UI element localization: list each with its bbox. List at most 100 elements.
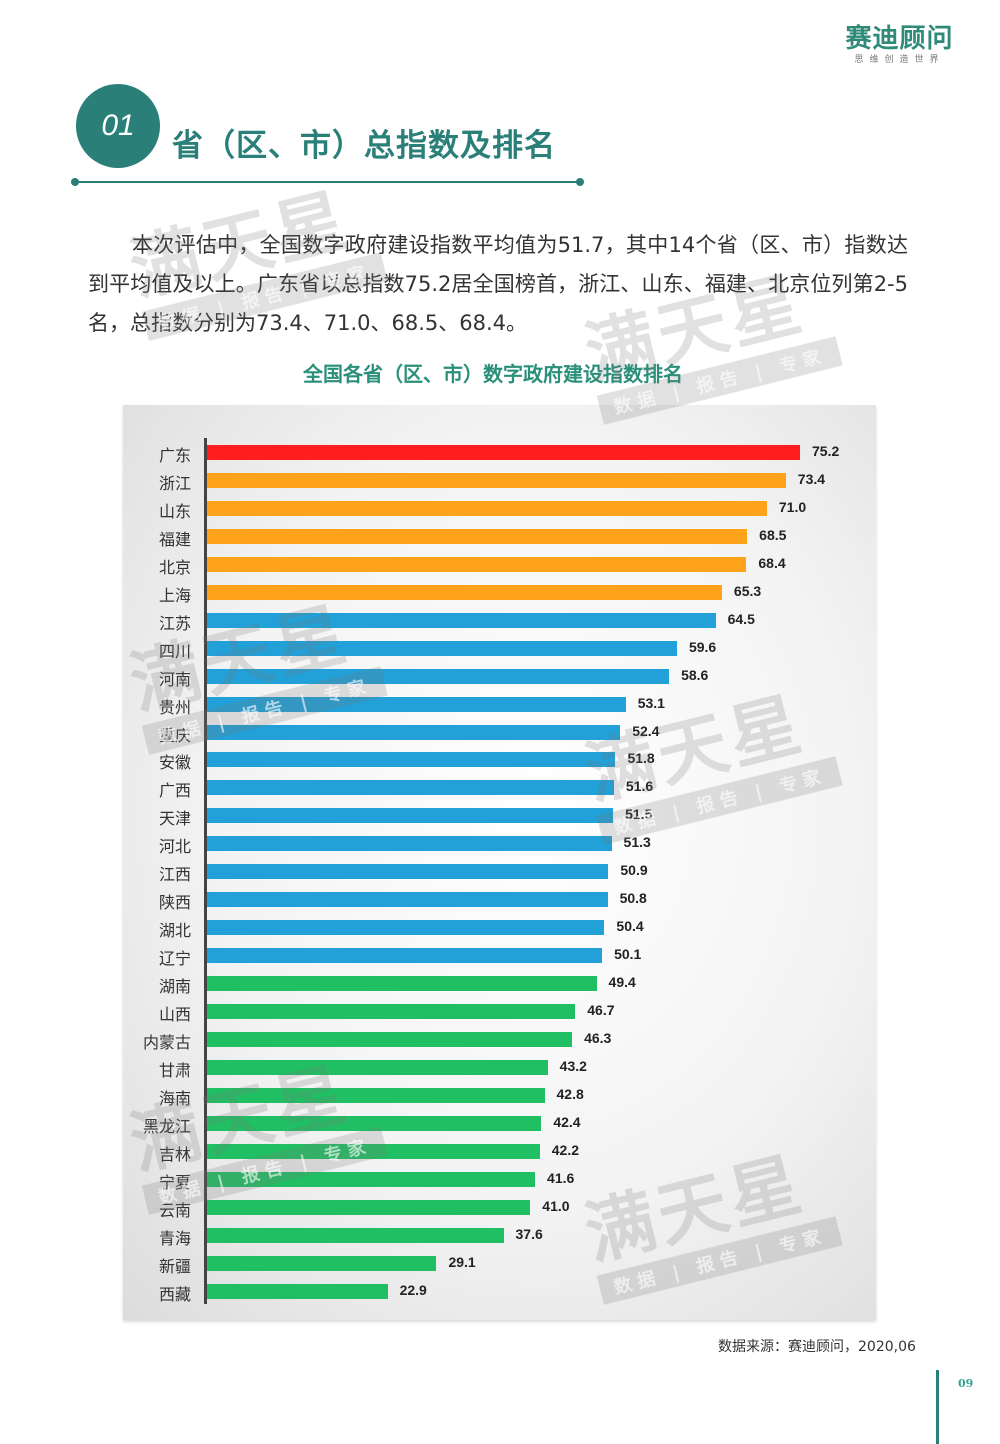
category-label: 广西 [158,781,191,801]
category-label: 黑龙江 [142,1116,191,1136]
bar [207,584,722,600]
bar [207,472,786,488]
section-divider [74,181,582,183]
category-label: 浙江 [158,473,191,493]
chart-row: 云南 41.0 [123,1193,876,1221]
bar [207,500,767,516]
category-label: 重庆 [158,725,191,745]
value-label: 64.5 [727,610,755,627]
intro-paragraph: 本次评估中，全国数字政府建设指数平均值为51.7，其中14个省（区、市）指数达到… [88,233,908,335]
page-number: 09 [958,1377,974,1390]
value-label: 22.9 [399,1281,427,1298]
chart-row: 福建 68.5 [123,522,876,550]
category-label: 广东 [158,446,191,465]
chart-row: 江苏 64.5 [123,606,876,634]
section-number-badge: 01 [76,84,160,168]
bar [207,1059,548,1075]
value-label: 73.4 [797,470,826,487]
category-label: 海南 [158,1088,191,1108]
bar [207,1171,536,1187]
bar [207,1255,437,1271]
chart-row: 新疆 29.1 [123,1249,876,1277]
value-label: 53.1 [637,694,665,711]
value-label: 50.8 [619,890,647,907]
value-label: 42.4 [553,1113,581,1130]
value-label: 51.8 [627,750,655,767]
category-label: 湖北 [158,921,191,941]
value-label: 75.2 [812,443,840,459]
chart-row: 湖南 49.4 [123,969,876,997]
value-label: 41.6 [547,1169,575,1186]
divider-dot-right [576,178,584,186]
bar [207,920,605,936]
category-label: 陕西 [158,893,191,913]
divider-dot-left [71,178,79,186]
category-label: 西藏 [158,1284,191,1304]
bar [207,1283,388,1299]
chart-row: 湖北 50.4 [123,913,876,941]
section-number: 01 [101,109,135,142]
category-label: 山西 [158,1005,191,1024]
bar [207,1227,504,1243]
bar [207,752,616,768]
chart-row: 江西 50.9 [123,857,876,885]
category-label: 新疆 [158,1256,191,1276]
category-label: 天津 [158,809,191,829]
bar [207,808,614,824]
chart-row: 辽宁 50.1 [123,941,876,969]
bar [207,892,608,908]
bar [207,724,621,740]
value-label: 68.4 [758,554,786,571]
value-label: 37.6 [515,1225,543,1242]
value-label: 71.0 [778,498,807,515]
category-label: 湖南 [158,977,191,997]
chart-row: 安徽 51.8 [123,745,876,773]
value-label: 51.3 [623,834,651,851]
chart-row: 四川 59.6 [123,634,876,662]
category-label: 辽宁 [158,949,191,969]
chart-row: 甘肃 43.2 [123,1053,876,1081]
chart-title-text: 全国各省（区、市）数字政府建设指数排名 [303,362,683,386]
section-title: 省（区、市）总指数及排名 [172,128,556,164]
bar [207,668,670,684]
chart-row: 广西 51.6 [123,773,876,801]
value-label: 42.8 [556,1085,584,1102]
category-label: 河北 [158,837,191,857]
category-label: 四川 [158,641,191,661]
chart-row: 河南 58.6 [123,662,876,690]
bar [207,640,677,656]
chart-row: 宁夏 41.6 [123,1165,876,1193]
category-label: 青海 [158,1228,191,1248]
y-axis-line [204,438,207,1304]
value-label: 65.3 [733,582,762,599]
chart-row: 重庆 52.4 [123,718,876,746]
category-label: 上海 [158,585,191,605]
bar [207,1087,545,1103]
bar [207,556,747,572]
chart-row: 浙江 73.4 [123,466,876,494]
bar [207,696,626,712]
category-label: 河南 [158,669,191,689]
value-label: 52.4 [632,722,660,739]
chart-row: 内蒙古 46.3 [123,1025,876,1053]
value-label: 49.4 [608,974,636,991]
category-label: 贵州 [158,697,191,717]
category-label: 吉林 [158,1144,191,1164]
value-label: 50.4 [616,918,644,935]
value-label: 41.0 [542,1197,570,1214]
value-label: 46.3 [584,1029,612,1046]
value-label: 50.9 [620,862,648,879]
chart-row: 广东 75.2 [123,438,876,466]
chart-row: 贵州 53.1 [123,690,876,718]
category-label: 安徽 [158,753,191,773]
chart-row: 山西 46.7 [123,997,876,1025]
value-label: 29.1 [448,1253,476,1270]
category-label: 江苏 [158,613,191,633]
value-label: 51.6 [625,778,654,795]
bar [207,1199,531,1215]
category-label: 山东 [158,501,191,521]
bar-chart: 广东 75.2 浙江 73.4 山东 71.0 福建 68.5 北京 68.4 上海 65.3 江苏 64… [123,405,876,1320]
bar [207,1115,542,1131]
chart-row: 山东 71.0 [123,494,876,522]
chart-row: 吉林 42.2 [123,1137,876,1165]
